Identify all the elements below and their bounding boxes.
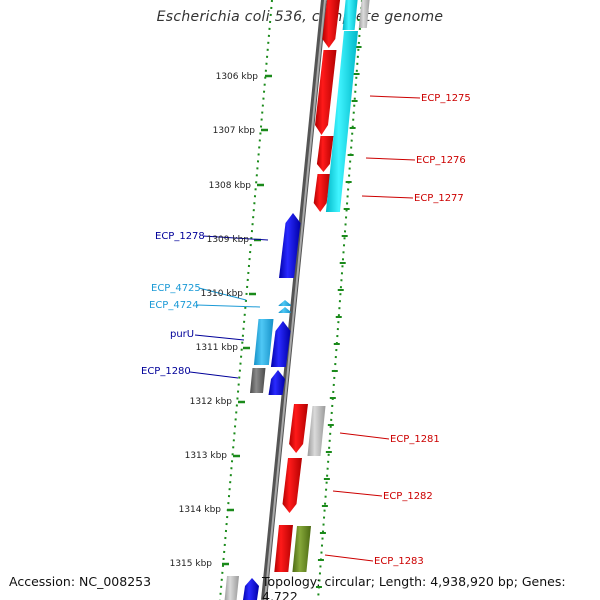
gene-ecp-1283[interactable]	[274, 525, 293, 572]
tick-label-1312: 1312 kbp	[190, 397, 233, 407]
leader-ecp-1276	[365, 157, 416, 161]
leader-ecp-4724	[196, 304, 261, 308]
gene-ecp-1278[interactable]	[279, 213, 301, 278]
gene-bottom-blue[interactable]	[242, 578, 259, 600]
leader-ecp-1282	[332, 490, 383, 497]
accession-text: Accession: NC_008253	[9, 574, 152, 589]
gene-ecp-1280-dark[interactable]	[250, 368, 266, 393]
gene-puru[interactable]	[270, 321, 291, 367]
gene-bottom-gray[interactable]	[224, 576, 239, 600]
gene-ecp-1281[interactable]	[289, 404, 308, 453]
gene-ecp-1281-gray[interactable]	[307, 406, 326, 456]
tick-label-1307: 1307 kbp	[213, 126, 256, 136]
leader-ecp-4725	[198, 287, 247, 301]
gene-label-ecp-4724[interactable]: ECP_4724	[149, 300, 199, 311]
kbp-tick-labels: 1306 kbp 1307 kbp 1308 kbp 1309 kbp 1310…	[170, 72, 259, 569]
genome-backbone-highlight	[264, 0, 326, 600]
leader-ecp-1283	[324, 554, 374, 562]
tick-label-1309: 1309 kbp	[207, 235, 250, 245]
gene-cyan-top[interactable]	[342, 0, 358, 30]
tick-label-1313: 1313 kbp	[185, 451, 228, 461]
gene-label-ecp-1281[interactable]: ECP_1281	[390, 434, 440, 445]
gene-forward-top[interactable]	[322, 0, 341, 48]
tick-label-1315: 1315 kbp	[170, 559, 213, 569]
gene-label-ecp-1276[interactable]: ECP_1276	[416, 155, 466, 166]
gene-ecp-1275[interactable]	[315, 50, 337, 135]
gene-ecp-1282[interactable]	[282, 458, 303, 513]
gene-label-ecp-1280[interactable]: ECP_1280	[141, 366, 191, 377]
gene-label-ecp-4725[interactable]: ECP_4725	[151, 283, 201, 294]
topology-text: Topology: circular; Length: 4,938,920 bp…	[262, 574, 566, 600]
gene-cyan-long[interactable]	[325, 31, 358, 212]
gene-label-ecp-1275[interactable]: ECP_1275	[421, 93, 471, 104]
map-title: Escherichia coli 536, complete genome	[156, 9, 444, 25]
leader-puru	[194, 334, 245, 341]
gene-label-ecp-1278[interactable]: ECP_1278	[155, 231, 205, 242]
gene-label-ecp-1277[interactable]: ECP_1277	[414, 193, 464, 204]
gene-label-ecp-1282[interactable]: ECP_1282	[383, 491, 433, 502]
leader-ecp-1278	[202, 235, 269, 241]
gene-ecp-1283-olive[interactable]	[292, 526, 311, 572]
tick-label-1314: 1314 kbp	[179, 505, 222, 515]
leader-ecp-1280	[189, 371, 239, 379]
tick-label-1308: 1308 kbp	[209, 181, 252, 191]
tick-label-1311: 1311 kbp	[196, 343, 239, 353]
leader-ecp-1281	[339, 432, 390, 440]
leader-ecp-1275	[369, 95, 421, 99]
gene-features	[224, 0, 370, 600]
gene-label-puru[interactable]: purU	[170, 329, 194, 340]
gene-gray-top[interactable]	[358, 0, 370, 28]
tick-label-1306: 1306 kbp	[216, 72, 259, 82]
gene-ecp-1277[interactable]	[313, 174, 331, 212]
gene-ecp-1276[interactable]	[316, 136, 334, 172]
gene-puru-cyan[interactable]	[253, 319, 274, 365]
gene-ecp-4725[interactable]	[278, 300, 291, 306]
gene-label-ecp-1283[interactable]: ECP_1283	[374, 556, 424, 567]
gene-ecp-1280[interactable]	[268, 370, 286, 395]
tick-label-1310: 1310 kbp	[201, 289, 244, 299]
gene-ecp-4724[interactable]	[278, 307, 291, 313]
label-leader-lines	[189, 95, 421, 562]
leader-ecp-1277	[361, 195, 414, 199]
